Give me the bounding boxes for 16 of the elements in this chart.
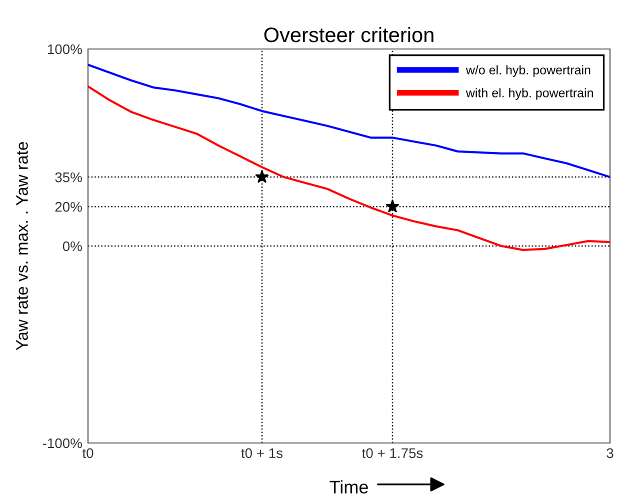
x-tick-label: 3 bbox=[606, 448, 614, 458]
y-tick-label: 20% bbox=[55, 202, 82, 212]
y-tick-label: 0% bbox=[62, 241, 82, 252]
x-tick-label: t0 + 1s bbox=[241, 448, 283, 458]
legend-label: w/o el. hyb. powertrain bbox=[466, 65, 590, 77]
y-tick-label: 100% bbox=[48, 44, 82, 54]
line-series bbox=[88, 85, 610, 251]
legend-label: with el. hyb. powertrain bbox=[466, 88, 593, 100]
y-tick-label: -100% bbox=[42, 438, 82, 448]
y-tick-label: 35% bbox=[55, 172, 82, 182]
x-tick-label: t0 bbox=[82, 448, 94, 458]
x-tick-label: t0 + 1.75s bbox=[362, 448, 423, 458]
x-axis-title: Time bbox=[330, 480, 368, 494]
y-axis-title: Yaw rate vs. max. . Yaw rate bbox=[16, 142, 28, 350]
line-series bbox=[88, 64, 610, 178]
chart-title: Oversteer criterion bbox=[264, 26, 434, 42]
